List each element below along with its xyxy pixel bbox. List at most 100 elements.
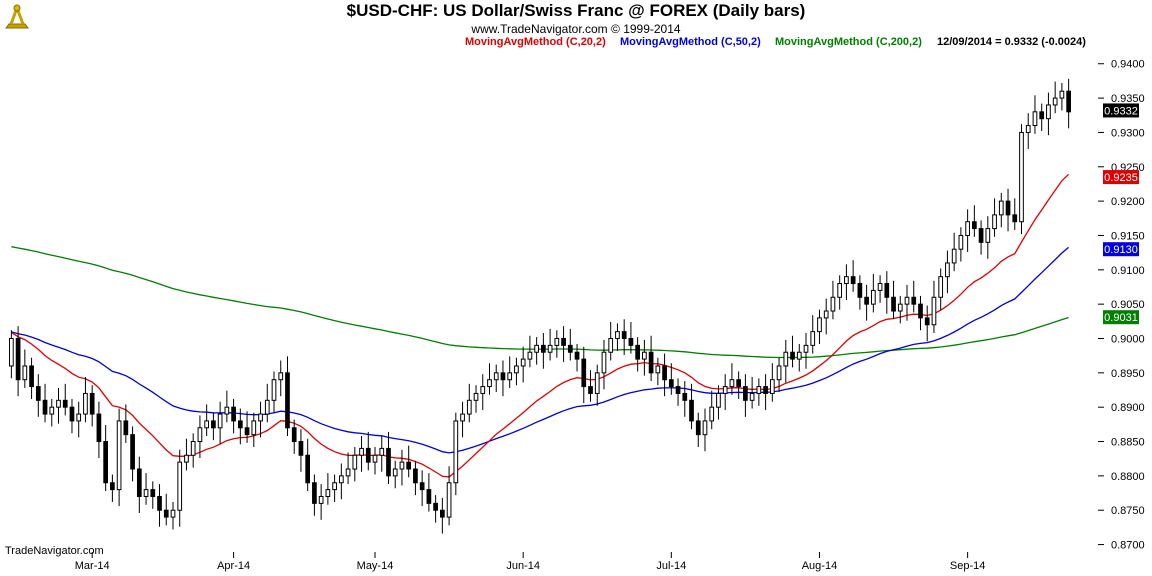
candle-body xyxy=(69,406,75,422)
candle xyxy=(736,371,742,399)
candle-body xyxy=(392,468,398,477)
candle-body xyxy=(662,365,667,381)
candle xyxy=(951,232,957,272)
y-tick-label: 0.9200 xyxy=(1111,196,1145,208)
candle xyxy=(1005,188,1011,232)
candle-body xyxy=(601,351,607,374)
candle xyxy=(413,460,418,496)
candle xyxy=(9,330,14,379)
candle-body xyxy=(136,468,142,497)
candle xyxy=(1046,92,1051,136)
candle xyxy=(567,328,573,361)
candle xyxy=(534,337,539,365)
candle-body xyxy=(675,386,681,394)
candle xyxy=(1039,103,1045,132)
candle xyxy=(783,339,789,383)
candle-body xyxy=(15,337,21,381)
candle xyxy=(433,495,438,523)
candle xyxy=(870,273,876,313)
candle-body xyxy=(1052,97,1058,106)
candle-body xyxy=(184,454,189,463)
candle xyxy=(1059,82,1065,111)
candle-body xyxy=(924,317,930,326)
candle xyxy=(204,404,210,437)
candle xyxy=(635,337,640,372)
legend-ma20: MovingAvgMethod (C,20,2) xyxy=(465,36,606,48)
candle xyxy=(35,374,41,417)
candle-body xyxy=(352,454,358,470)
candle xyxy=(998,192,1004,228)
candle-body xyxy=(554,337,560,346)
candle xyxy=(177,449,183,527)
candle-body xyxy=(749,392,755,401)
candle-body xyxy=(763,386,768,394)
candle xyxy=(850,260,856,292)
candle xyxy=(985,216,991,259)
candle-body xyxy=(897,303,903,312)
candle-body xyxy=(985,228,991,243)
candle xyxy=(810,315,816,354)
candle-body xyxy=(285,372,290,429)
candle xyxy=(776,357,782,393)
candle-body xyxy=(608,337,614,353)
candle xyxy=(446,466,452,526)
candle xyxy=(460,401,465,438)
candle xyxy=(621,319,627,355)
candle-body xyxy=(1066,90,1071,113)
candle xyxy=(1066,78,1071,129)
candle xyxy=(83,376,88,423)
candle-body xyxy=(635,344,640,360)
candle xyxy=(547,328,553,361)
candle-body xyxy=(1005,200,1011,216)
candle-body xyxy=(810,331,816,346)
ma20-line xyxy=(11,173,1070,478)
last-value-badge-text: 0.9235 xyxy=(1104,172,1138,184)
last-value-badge xyxy=(1103,242,1139,257)
candle xyxy=(897,295,903,324)
candle-body xyxy=(231,406,236,422)
candle-body xyxy=(76,413,82,422)
candle xyxy=(15,326,21,397)
candle xyxy=(615,323,620,351)
candle-body xyxy=(857,283,863,298)
candle xyxy=(790,335,795,368)
candle xyxy=(924,305,930,342)
candle-body xyxy=(500,372,506,381)
candle xyxy=(945,250,950,294)
trade-navigator-logo-icon xyxy=(2,2,32,32)
candle xyxy=(487,363,492,395)
candle-body xyxy=(978,228,984,243)
candle-body xyxy=(729,379,735,388)
y-tick-label: 0.8800 xyxy=(1111,471,1145,483)
candle-body xyxy=(621,331,627,339)
candle-body xyxy=(130,434,135,470)
candle-body xyxy=(1025,125,1031,133)
candle xyxy=(258,401,263,438)
candle xyxy=(96,401,102,459)
candle-body xyxy=(386,447,391,477)
candlestick-layer xyxy=(9,78,1071,534)
candle-body xyxy=(756,386,762,394)
candle-body xyxy=(594,372,600,394)
candle-body xyxy=(89,392,95,415)
candle-body xyxy=(972,221,977,230)
candle xyxy=(662,353,667,397)
candle-body xyxy=(817,317,822,333)
candle-body xyxy=(884,283,890,298)
candle-body xyxy=(514,365,519,374)
candle xyxy=(69,398,75,434)
candle-body xyxy=(123,420,129,436)
candle xyxy=(601,339,607,390)
candle xyxy=(675,378,681,406)
candle xyxy=(884,271,890,314)
candle xyxy=(992,198,997,237)
chart-title: $USD-CHF: US Dollar/Swiss Franc @ FOREX … xyxy=(346,1,806,20)
candle-body xyxy=(473,392,479,401)
candle xyxy=(891,280,896,320)
candle xyxy=(931,280,937,334)
candle xyxy=(163,493,169,526)
candle xyxy=(1019,124,1024,235)
candle xyxy=(1025,113,1031,149)
candle xyxy=(796,343,802,372)
